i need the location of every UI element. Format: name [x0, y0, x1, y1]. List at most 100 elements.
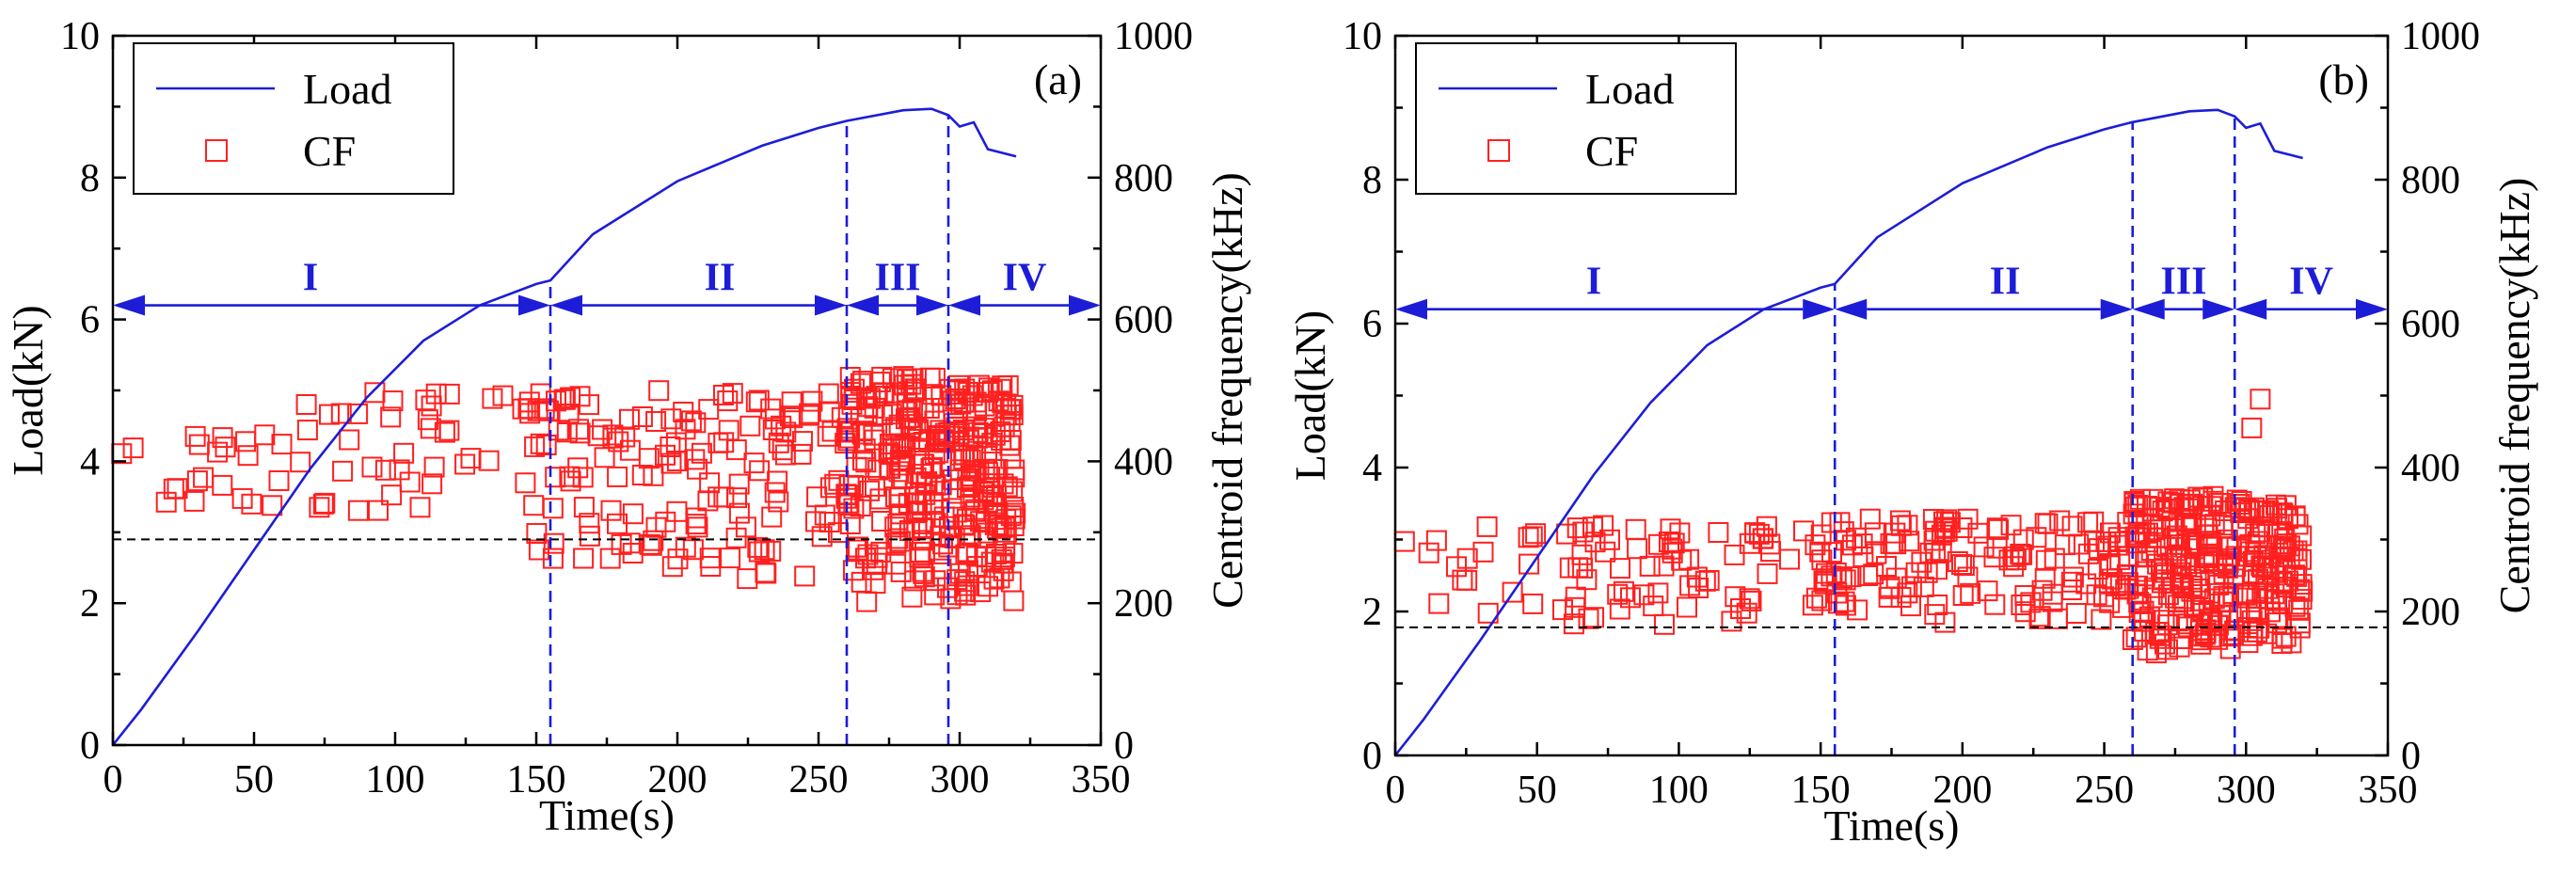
cf-point [374, 459, 396, 481]
cf-point [2203, 514, 2225, 535]
stage-label: I [1586, 261, 1601, 304]
cf-point [530, 383, 551, 405]
cf-point [2061, 579, 2083, 600]
cf-point [290, 452, 311, 473]
cf-point [2171, 574, 2193, 595]
cf-point [910, 542, 931, 563]
cf-point [542, 498, 564, 519]
legend: Load CF [133, 42, 454, 195]
cf-point [579, 394, 599, 416]
cf-point [1933, 511, 1954, 532]
cf-point [409, 497, 431, 518]
cf-point [904, 378, 926, 400]
cf-point [380, 406, 402, 428]
cf-point [528, 539, 549, 561]
cf-point [911, 513, 932, 534]
cf-point [755, 563, 777, 584]
cf-point [614, 426, 636, 448]
x-tick-label: 250 [789, 758, 849, 802]
cf-point [748, 389, 770, 411]
cf-point [996, 476, 1018, 498]
x-axis-title: Time(s) [539, 791, 675, 839]
cf-point [901, 586, 923, 608]
y-right-axis-title: Centroid frequency(kHz) [1203, 172, 1251, 609]
cf-point [1988, 518, 2010, 540]
cf-point [2154, 558, 2174, 579]
x-tick-label: 100 [366, 758, 425, 802]
cf-point [2286, 540, 2308, 562]
cf-point [268, 470, 290, 491]
cf-scatter-series [1393, 389, 2314, 664]
y-right-tick-label: 800 [2401, 159, 2460, 202]
cf-point [1876, 556, 1897, 577]
y-right-tick-label: 600 [2401, 303, 2460, 346]
x-tick-label: 150 [507, 758, 566, 802]
cf-point [952, 420, 974, 441]
cf-point [2271, 627, 2293, 649]
cf-point [1559, 557, 1581, 579]
cf-point [1810, 524, 1832, 546]
cf-point [361, 456, 383, 478]
cf-point [939, 378, 961, 400]
stage-label: I [303, 257, 318, 300]
stage-arrow-head [1835, 298, 1868, 320]
cf-point [587, 425, 609, 447]
cf-point [2264, 558, 2284, 579]
cf-point [965, 446, 987, 468]
cf-point [420, 418, 441, 439]
y-left-tick-label: 8 [1362, 159, 1382, 202]
stage-arrow-head [2356, 298, 2388, 320]
cf-point [718, 420, 739, 441]
cf-point [1821, 512, 1842, 533]
cf-point [271, 434, 293, 455]
cf-point [805, 511, 826, 532]
cf-point [1885, 533, 1907, 555]
cf-point [1911, 551, 1932, 573]
cf-point [819, 512, 840, 532]
cf-point [1578, 608, 1599, 629]
cf-point [2246, 588, 2267, 610]
cf-point [1757, 563, 1778, 584]
cf-point [767, 470, 788, 492]
cf-point [909, 547, 930, 568]
cf-point [421, 395, 442, 417]
cf-point [368, 500, 389, 521]
cf-point [622, 543, 644, 564]
cf-point [460, 448, 482, 469]
x-tick-label: 350 [2359, 769, 2418, 812]
cf-point [1647, 533, 1669, 555]
cf-point [870, 541, 892, 563]
cf-point [781, 391, 803, 413]
y-right-tick-label: 0 [2401, 735, 2421, 778]
cf-point [725, 439, 747, 461]
cf-point [2014, 601, 2036, 623]
cf-point [2171, 588, 2193, 610]
cf-point [569, 422, 591, 444]
stage-arrow-head [518, 294, 550, 316]
y-right-tick-label: 800 [1114, 157, 1173, 200]
cf-point [748, 541, 770, 563]
cf-point [2012, 529, 2034, 550]
cf-point [1936, 509, 1958, 531]
cf-point [2003, 556, 2025, 578]
cf-point [2163, 528, 2185, 549]
stage-arrow-head [550, 294, 582, 316]
cf-point [713, 432, 735, 453]
cf-point [992, 552, 1013, 574]
cf-point [894, 374, 915, 396]
x-tick-label: 300 [930, 758, 990, 802]
cf-point [850, 496, 871, 516]
legend-load-label: Load [1585, 65, 1675, 113]
cf-point [237, 445, 259, 467]
cf-point [1724, 544, 1745, 565]
cf-point [790, 443, 812, 465]
cf-point [666, 451, 688, 471]
cf-point [1000, 430, 1022, 451]
legend-box [133, 42, 454, 195]
cf-point [1609, 598, 1630, 620]
cf-point [1643, 595, 1664, 617]
cf-point [1889, 510, 1911, 532]
cf-point [186, 470, 208, 492]
cf-point [241, 493, 262, 515]
cf-point [1863, 564, 1884, 585]
